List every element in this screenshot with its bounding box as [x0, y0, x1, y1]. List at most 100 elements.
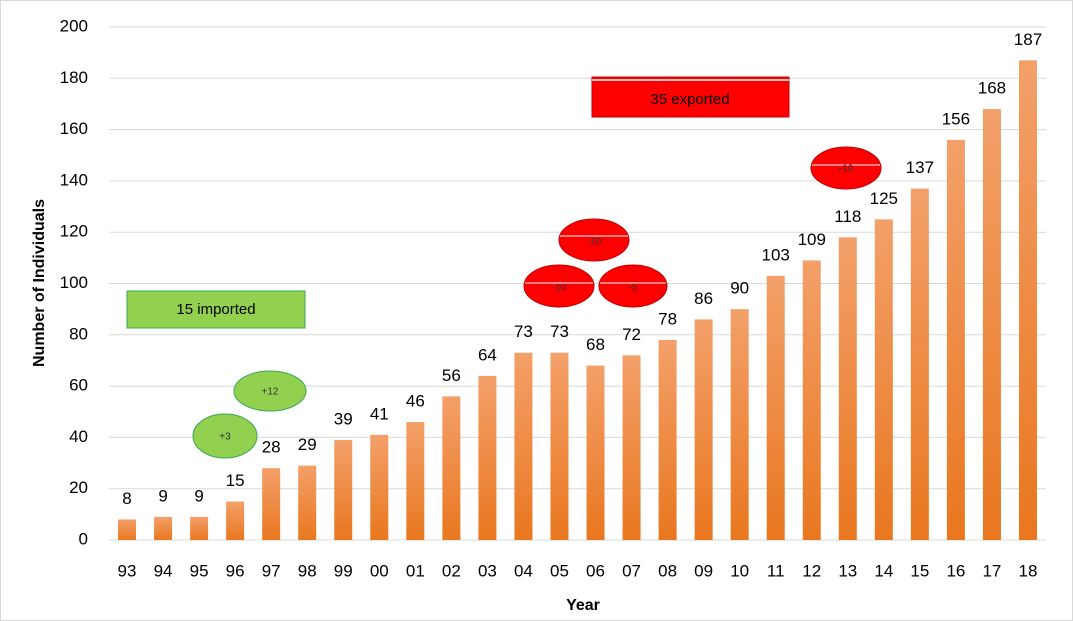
bar	[550, 352, 569, 540]
bar	[514, 352, 533, 540]
y-tick-label: 100	[60, 273, 88, 292]
x-tick-label: 98	[298, 561, 317, 580]
x-tick-label: 03	[478, 561, 497, 580]
data-label: 73	[514, 322, 533, 341]
data-label: 9	[194, 486, 203, 505]
bar	[370, 434, 389, 540]
x-tick-label: 15	[910, 561, 929, 580]
bar	[910, 188, 929, 540]
bar	[802, 260, 821, 540]
data-label: 9	[158, 486, 167, 505]
import-box	[126, 290, 306, 329]
x-tick-label: 08	[658, 561, 677, 580]
data-label: 73	[550, 322, 569, 341]
import-bubble	[192, 413, 258, 459]
x-tick-label: 11	[767, 561, 785, 580]
annotation: -10	[839, 164, 854, 175]
data-label: 15	[226, 471, 245, 490]
annotation: +12	[262, 387, 279, 398]
annotation: 35 exported	[650, 91, 729, 108]
export-bubble	[558, 218, 630, 262]
bar	[694, 319, 713, 540]
data-label: 64	[478, 345, 497, 364]
bar	[226, 501, 245, 540]
x-axis-label: Year	[566, 597, 600, 614]
x-tick-label: 17	[982, 561, 1001, 580]
export-bubble	[598, 264, 668, 308]
annotation: -5	[629, 283, 638, 294]
y-tick-label: 60	[69, 376, 88, 395]
bar	[766, 275, 785, 540]
data-label: 187	[1014, 30, 1042, 49]
x-tick-label: 96	[226, 561, 245, 580]
data-label: 90	[730, 279, 749, 298]
bar	[982, 109, 1001, 540]
x-tick-label: 16	[946, 561, 965, 580]
bar	[298, 465, 317, 540]
export-bubble	[523, 264, 595, 308]
data-label: 137	[906, 158, 934, 177]
import-bubble	[233, 370, 307, 412]
export-box	[591, 76, 790, 118]
annotation: +3	[219, 432, 231, 443]
y-tick-label: 140	[60, 170, 88, 189]
bar	[334, 439, 353, 540]
plot-area: 0204060801001201401601802009389499599615…	[60, 16, 1046, 580]
x-tick-label: 94	[154, 561, 173, 580]
export-bubble	[810, 146, 882, 190]
bar	[190, 516, 209, 540]
data-label: 125	[870, 189, 898, 208]
y-tick-label: 20	[69, 478, 88, 497]
data-label: 103	[762, 245, 790, 264]
bar	[838, 237, 857, 540]
y-tick-label: 40	[69, 427, 88, 446]
y-tick-label: 80	[69, 324, 88, 343]
bar	[946, 139, 965, 541]
y-tick-label: 180	[60, 68, 88, 87]
data-label: 109	[798, 230, 826, 249]
x-tick-label: 10	[730, 561, 749, 580]
y-tick-label: 0	[79, 529, 88, 548]
data-label: 118	[834, 207, 861, 226]
y-axis-label: Number of Individuals	[31, 199, 48, 367]
y-tick-label: 120	[60, 222, 88, 241]
data-label: 28	[262, 438, 281, 457]
data-label: 46	[406, 391, 425, 410]
x-tick-label: 99	[334, 561, 353, 580]
data-label: 72	[622, 325, 641, 344]
x-tick-label: 12	[802, 561, 821, 580]
bar	[406, 422, 425, 540]
x-tick-label: 00	[370, 561, 389, 580]
bar	[442, 396, 461, 540]
x-tick-label: 06	[586, 561, 605, 580]
annotation: -10	[552, 283, 567, 294]
data-label: 156	[942, 109, 970, 128]
x-tick-label: 18	[1019, 561, 1038, 580]
bar	[622, 355, 641, 540]
x-tick-label: 05	[550, 561, 569, 580]
data-label: 78	[658, 309, 677, 328]
data-label: 8	[122, 489, 131, 508]
bar	[154, 516, 173, 540]
data-label: 68	[586, 335, 605, 354]
bar	[1018, 60, 1037, 540]
annotation: -10	[587, 237, 602, 248]
bar	[658, 339, 677, 540]
data-label: 39	[334, 409, 353, 428]
x-tick-label: 01	[406, 561, 425, 580]
data-label: 41	[370, 404, 389, 423]
annotation: 15 imported	[176, 301, 255, 318]
data-label: 168	[978, 79, 1006, 98]
x-tick-label: 95	[190, 561, 209, 580]
bar	[118, 519, 137, 540]
y-tick-label: 200	[60, 16, 88, 35]
bar	[874, 219, 893, 540]
data-label: 86	[694, 289, 713, 308]
x-tick-label: 04	[514, 561, 533, 580]
bar	[262, 468, 281, 540]
bar	[478, 375, 497, 540]
bar	[730, 309, 749, 540]
x-tick-label: 02	[442, 561, 461, 580]
x-tick-label: 97	[262, 561, 281, 580]
